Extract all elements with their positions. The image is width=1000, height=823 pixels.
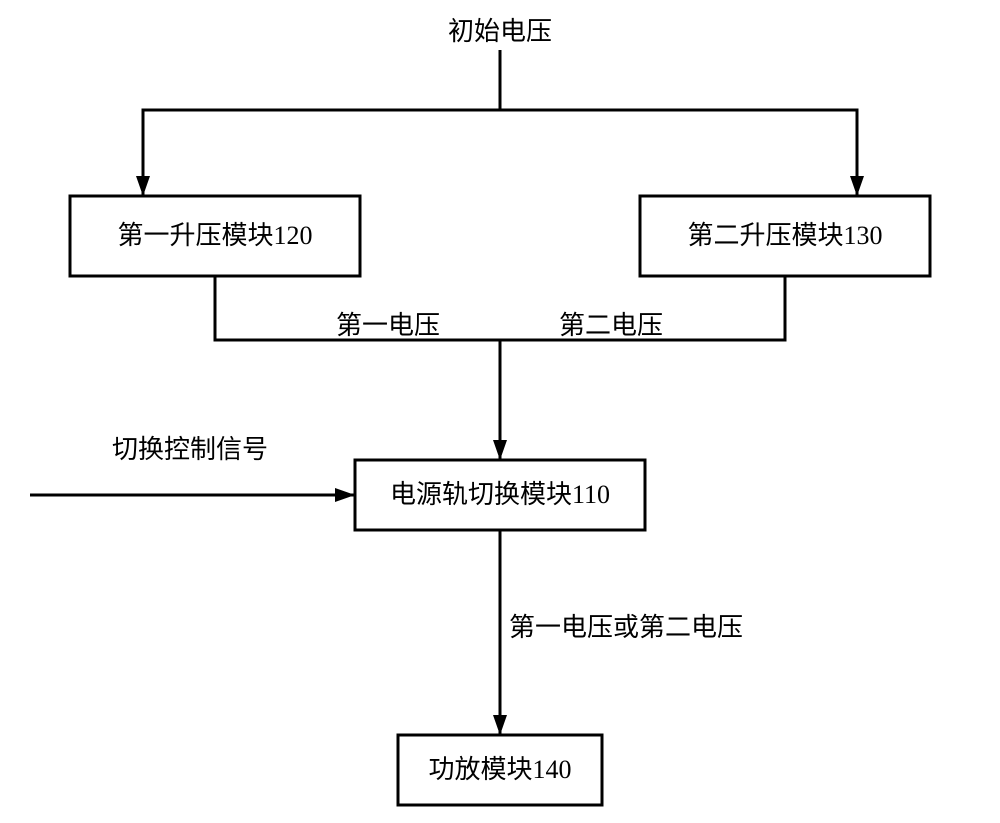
label-switch_signal: 切换控制信号: [112, 435, 268, 464]
node-label-boost1: 第一升压模块120: [117, 221, 312, 250]
label-second_voltage: 第二电压: [559, 311, 663, 340]
node-pa: 功放模块140: [398, 735, 602, 805]
label-initial_voltage: 初始电压: [448, 17, 552, 46]
node-label-boost2: 第二升压模块130: [687, 221, 882, 250]
edge-b1_to_switch: [215, 276, 500, 460]
node-label-switch: 电源轨切换模块110: [390, 480, 610, 509]
label-first_voltage: 第一电压: [336, 311, 440, 340]
node-boost1: 第一升压模块120: [70, 196, 360, 276]
edge-init_to_b1: [143, 50, 500, 196]
label-v1_or_v2: 第一电压或第二电压: [509, 613, 743, 642]
node-label-pa: 功放模块140: [428, 755, 571, 784]
edge-init_to_b2: [500, 50, 857, 196]
node-switch: 电源轨切换模块110: [355, 460, 645, 530]
node-boost2: 第二升压模块130: [640, 196, 930, 276]
